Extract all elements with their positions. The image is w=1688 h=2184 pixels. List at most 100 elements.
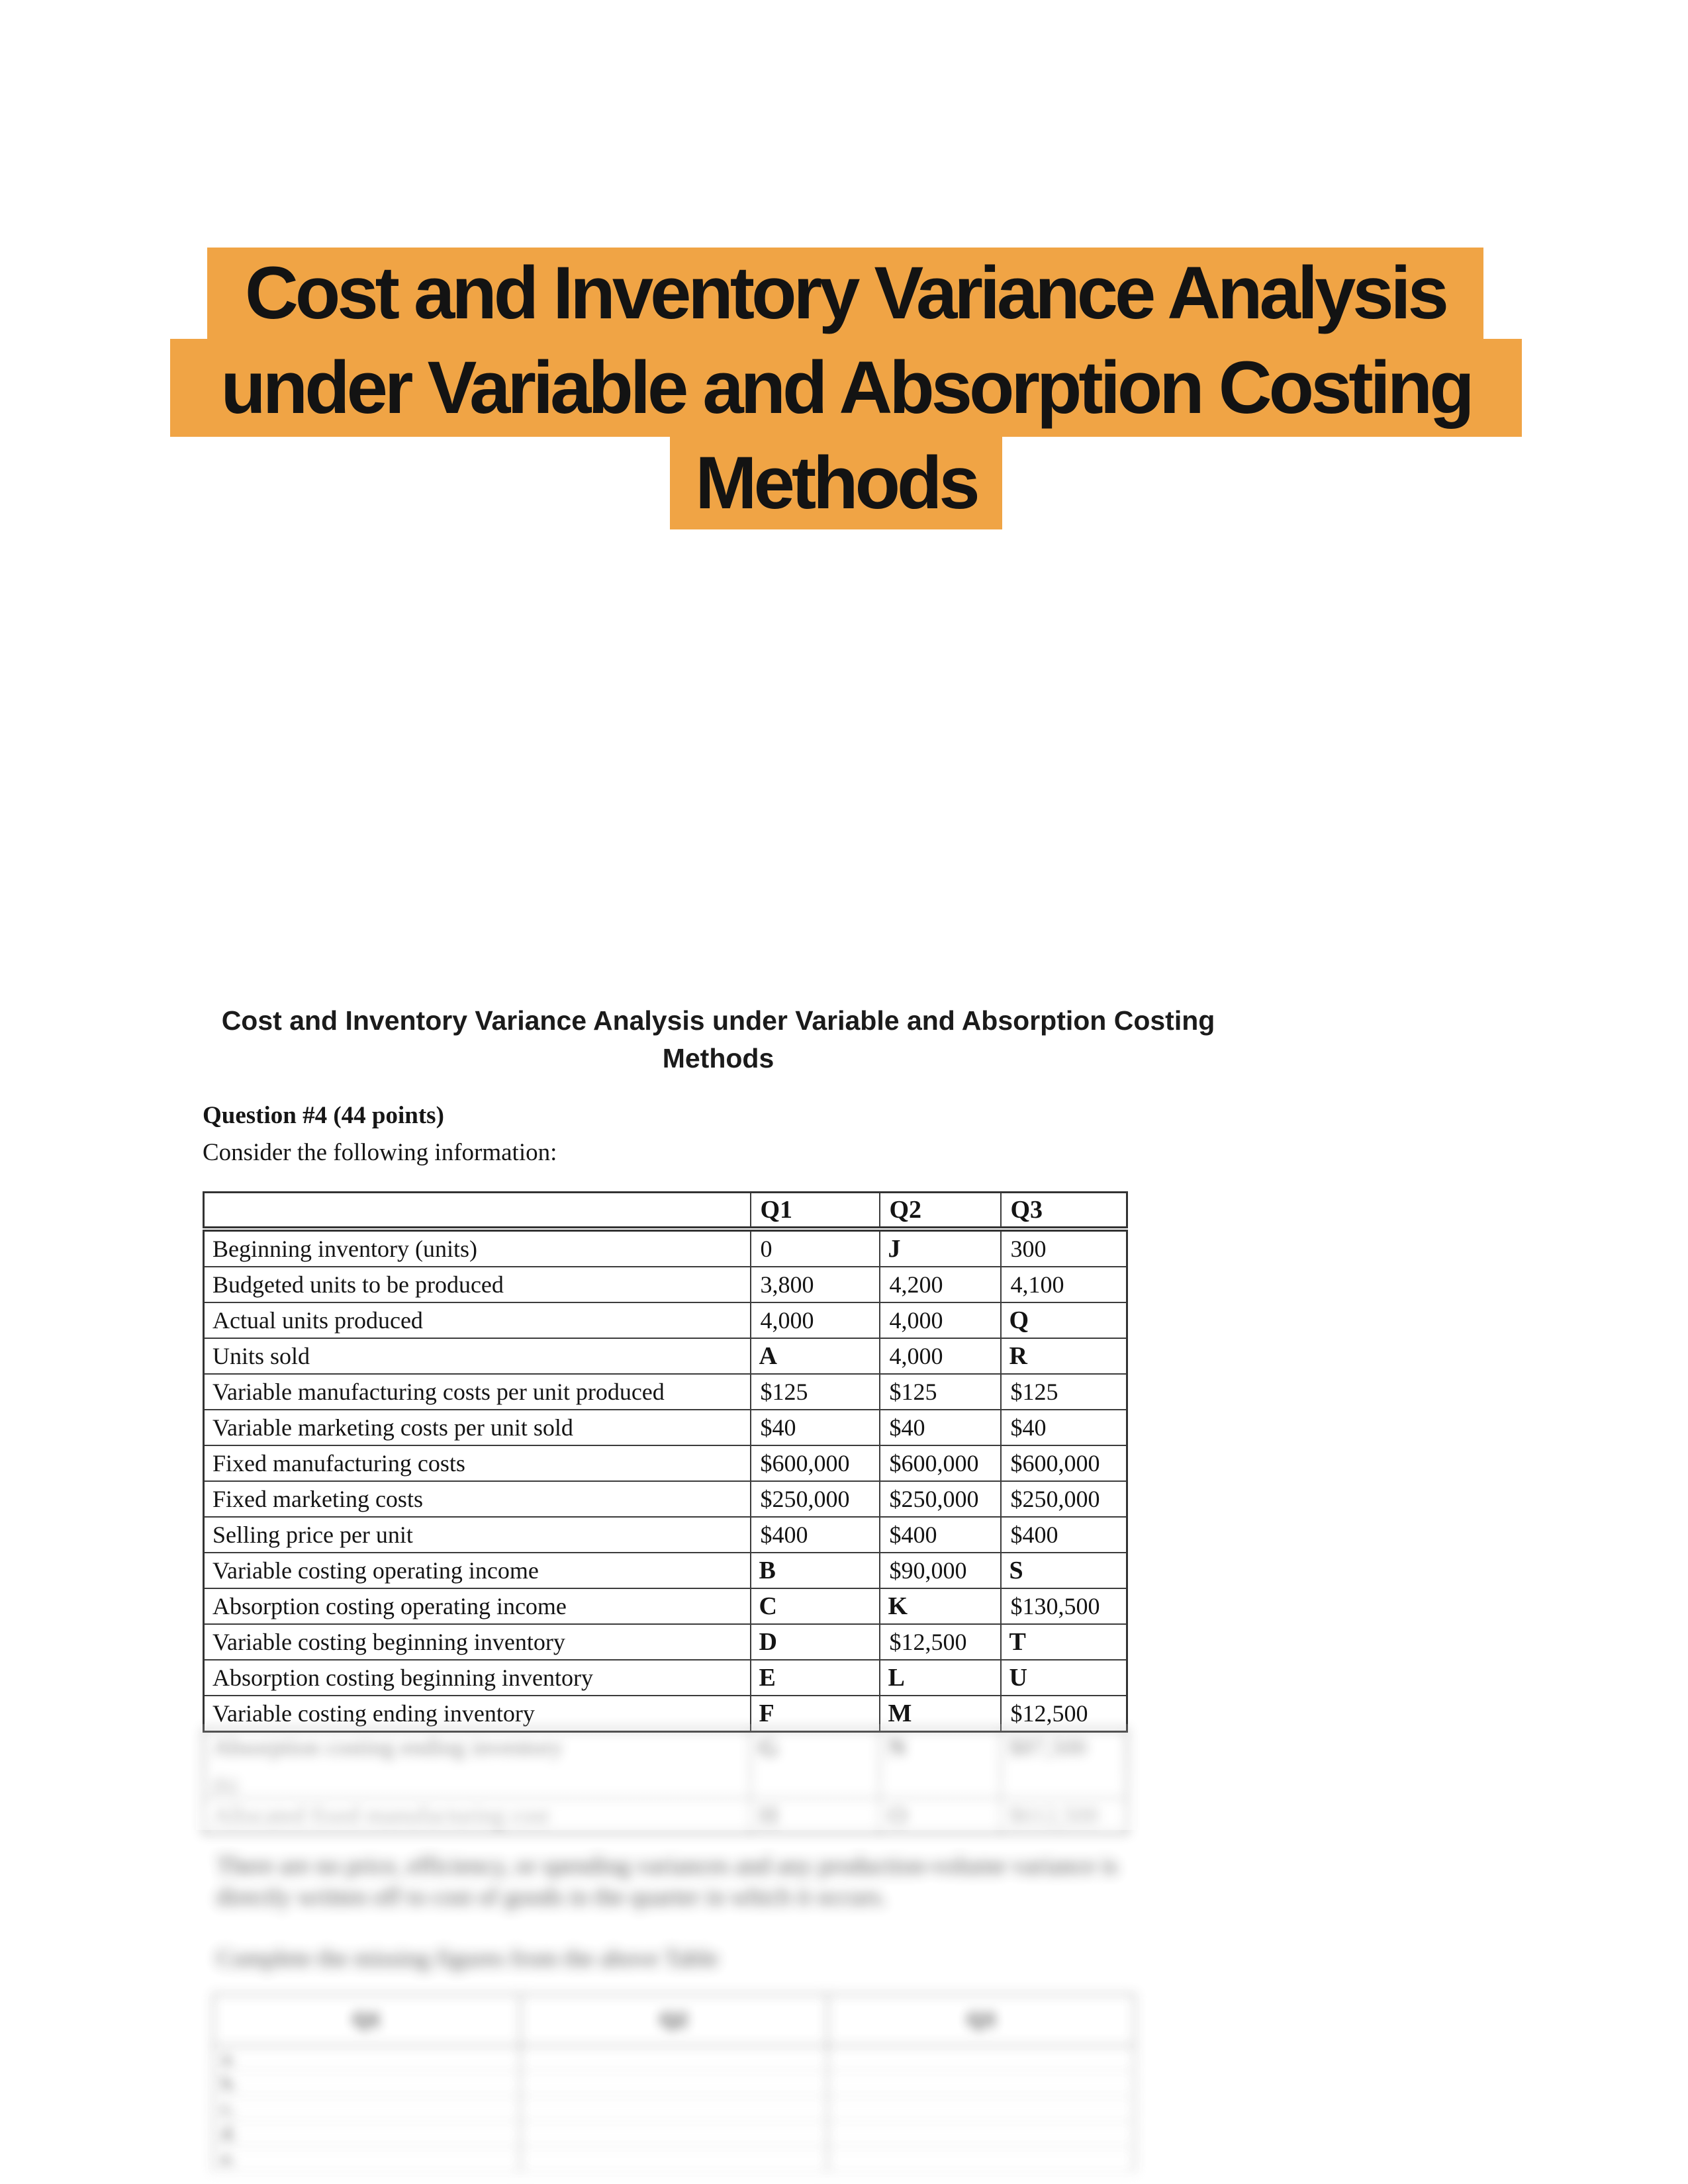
table-row: Variable costing beginning inventory D $12…	[203, 1623, 1128, 1661]
row-value: R	[1000, 1338, 1128, 1375]
row-value: $12,500	[878, 1623, 1002, 1661]
row-value: $250,000	[1000, 1480, 1128, 1518]
table-row: Absorption costing beginning inventory E L…	[203, 1659, 1128, 1696]
answer-row-cell	[520, 2071, 828, 2097]
row-value: 4,000	[878, 1338, 1002, 1375]
row-value: U	[1000, 1659, 1128, 1696]
blurred-table-row: Allocated fixed manufacturing cost H O $612…	[203, 1797, 1128, 1834]
row-value: $130,500	[1000, 1588, 1128, 1625]
info-table-header-row: Q1 Q2 Q3	[203, 1191, 1128, 1232]
row-label: Variable marketing costs per unit sold	[203, 1409, 751, 1446]
answer-row-cell	[520, 2096, 828, 2122]
row-value: 4,100	[1000, 1266, 1128, 1303]
row-label: Variable costing ending inventory	[203, 1695, 751, 1733]
row-value: $125	[878, 1373, 1002, 1410]
row-value: E	[749, 1659, 880, 1696]
answer-table-row: d.	[212, 2121, 1135, 2147]
row-value: $400	[749, 1516, 880, 1553]
table-row: Variable costing ending inventory F M $12,5…	[203, 1695, 1128, 1733]
title-line-3: Methods	[695, 441, 980, 524]
row-value: $40	[1000, 1409, 1128, 1446]
answer-table-row: e.	[212, 2146, 1135, 2172]
row-label: Beginning inventory (units)	[203, 1228, 751, 1267]
answer-header-Q3: Q3	[827, 1993, 1135, 2046]
row-label: Budgeted units to be produced	[203, 1266, 751, 1303]
row-value: $40	[749, 1409, 880, 1446]
row-value: L	[878, 1659, 1002, 1696]
answer-row-letter: b.	[212, 2071, 521, 2097]
row-value: F	[749, 1695, 880, 1733]
blurred-paragraph: There are no price, efficiency, or spend…	[216, 1850, 1117, 1913]
answer-header-Q2: Q2	[520, 1993, 828, 2046]
table-row: Selling price per unit $400 $400 $400	[203, 1516, 1128, 1553]
table-row: Actual units produced 4,000 4,000 Q	[203, 1302, 1128, 1339]
info-header-Q2: Q2	[878, 1191, 1002, 1232]
row-value: $250,000	[749, 1480, 880, 1518]
answer-row-letter: a.	[212, 2046, 521, 2071]
info-table-blurred-continuation: Absorption costing ending inventory (b) G N…	[203, 1729, 1128, 1834]
row-label: Actual units produced	[203, 1302, 751, 1339]
answer-row-cell	[520, 2121, 828, 2147]
answer-row-letter: c.	[212, 2096, 521, 2122]
blurred-row-value: $612,500	[1000, 1797, 1128, 1834]
answer-table: Q1 Q2 Q3 a. b. c. d. e.	[212, 1993, 1135, 2172]
row-value: D	[749, 1623, 880, 1661]
row-label: Selling price per unit	[203, 1516, 751, 1553]
row-value: 4,000	[749, 1302, 880, 1339]
blurred-instruction: Complete the missing figures from the ab…	[216, 1945, 719, 1972]
answer-table-header-row: Q1 Q2 Q3	[212, 1993, 1135, 2046]
blurred-row-value: N	[878, 1729, 1002, 1799]
blurred-row-value: O	[878, 1797, 1002, 1834]
blurred-paragraph-line-2: directly written off to cost of goods in…	[216, 1884, 887, 1911]
row-value: A	[749, 1338, 880, 1375]
table-row: Fixed marketing costs $250,000 $250,000 $25…	[203, 1480, 1128, 1518]
table-row: Budgeted units to be produced 3,800 4,200 4…	[203, 1266, 1128, 1303]
title-highlight-line-2: under Variable and Absorption Costing	[170, 339, 1522, 437]
blurred-table-row: Absorption costing ending inventory (b) G N…	[203, 1729, 1128, 1799]
info-table: Q1 Q2 Q3 Beginning inventory (units) 0 J 300 B…	[203, 1191, 1128, 1733]
answer-row-cell	[827, 2071, 1135, 2097]
row-value: $40	[878, 1409, 1002, 1446]
answer-row-cell	[827, 2121, 1135, 2147]
table-row: Units sold A 4,000 R	[203, 1338, 1128, 1375]
question-title: Question #4 (44 points)	[203, 1102, 444, 1129]
title-line-1: Cost and Inventory Variance Analysis	[245, 251, 1449, 334]
blurred-row-value: H	[749, 1797, 880, 1834]
row-label: Units sold	[203, 1338, 751, 1375]
answer-table-row: a.	[212, 2046, 1135, 2071]
doc-heading-line-1: Cost and Inventory Variance Analysis und…	[221, 1005, 1215, 1036]
row-value: $600,000	[878, 1445, 1002, 1482]
table-row: Variable marketing costs per unit sold $4…	[203, 1409, 1128, 1446]
doc-heading: Cost and Inventory Variance Analysis und…	[199, 1002, 1238, 1077]
question-intro: Consider the following information:	[203, 1139, 557, 1166]
blurred-paragraph-line-1: There are no price, efficiency, or spend…	[216, 1852, 1118, 1880]
answer-table-row: c.	[212, 2096, 1135, 2122]
doc-heading-line-2: Methods	[662, 1043, 774, 1073]
answer-table-row: b.	[212, 2071, 1135, 2097]
title-highlight-line-1: Cost and Inventory Variance Analysis	[207, 248, 1483, 339]
table-row: Absorption costing operating income C K $13…	[203, 1588, 1128, 1625]
table-row: Fixed manufacturing costs $600,000 $600,00…	[203, 1445, 1128, 1482]
row-value: J	[878, 1228, 1002, 1267]
table-row: Variable manufacturing costs per unit pr…	[203, 1373, 1128, 1410]
row-label: Fixed marketing costs	[203, 1480, 751, 1518]
row-label: Absorption costing beginning inventory	[203, 1659, 751, 1696]
row-value: $125	[1000, 1373, 1128, 1410]
blurred-row-label: Absorption costing ending inventory (b)	[203, 1729, 751, 1799]
row-value: $400	[1000, 1516, 1128, 1553]
blurred-row-value: G	[749, 1729, 880, 1799]
row-value: T	[1000, 1623, 1128, 1661]
title-line-2: under Variable and Absorption Costing	[220, 346, 1474, 429]
row-value: $600,000	[749, 1445, 880, 1482]
table-row: Variable costing operating income B $90,00…	[203, 1552, 1128, 1589]
row-value: Q	[1000, 1302, 1128, 1339]
row-value: $400	[878, 1516, 1002, 1553]
row-label: Variable costing beginning inventory	[203, 1623, 751, 1661]
row-label: Variable manufacturing costs per unit pr…	[203, 1373, 751, 1410]
row-value: 0	[749, 1228, 880, 1267]
title-highlight-line-3: Methods	[670, 437, 1002, 529]
row-value: K	[878, 1588, 1002, 1625]
row-value: 4,000	[878, 1302, 1002, 1339]
answer-row-cell	[827, 2046, 1135, 2071]
blurred-row-label: Allocated fixed manufacturing cost	[203, 1797, 751, 1834]
